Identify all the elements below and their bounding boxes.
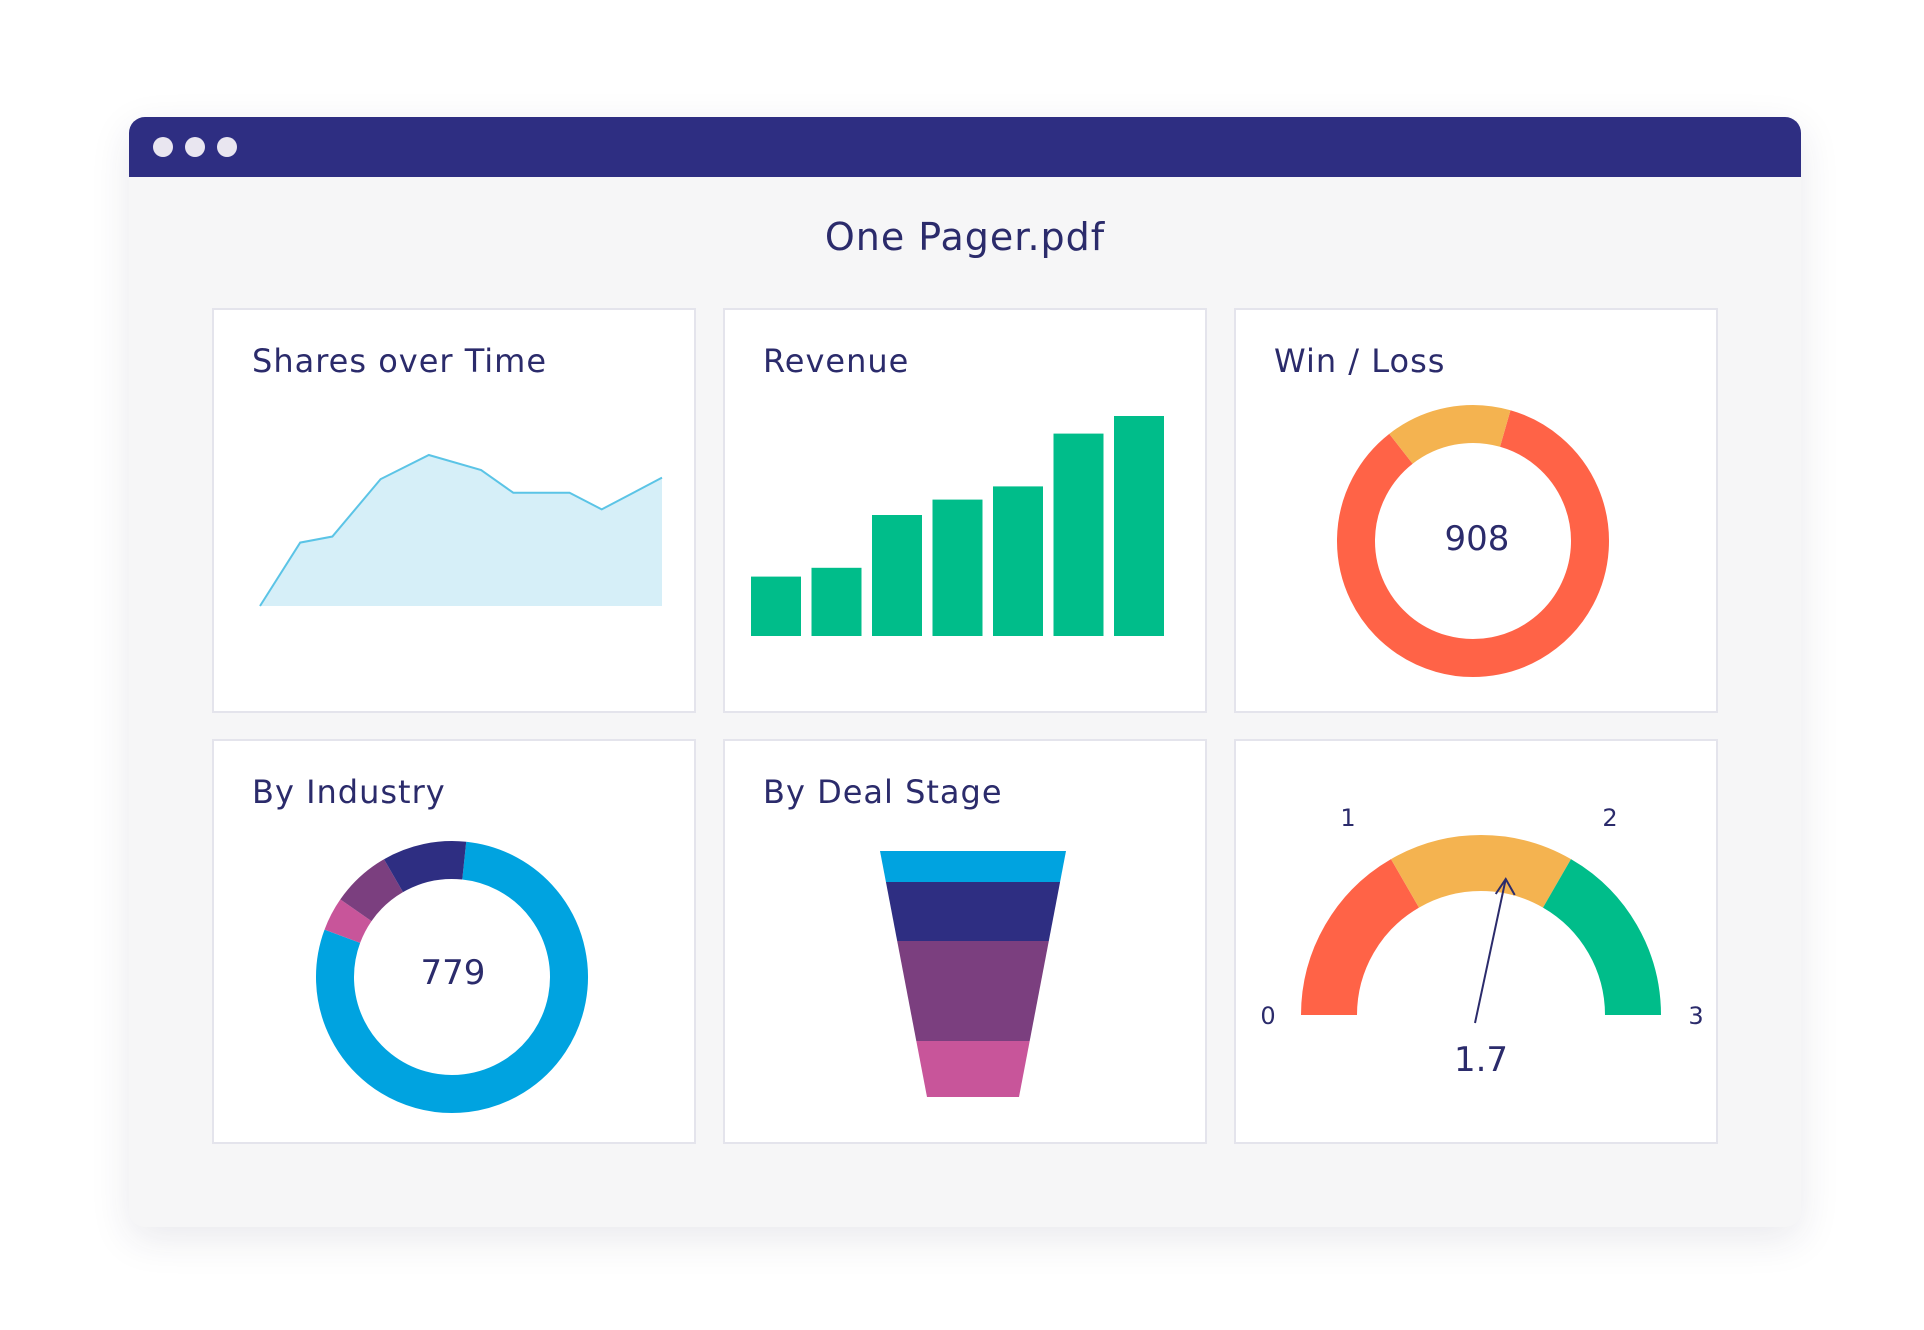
window-control-maximize[interactable] <box>217 137 237 157</box>
industry-slice <box>324 899 372 944</box>
winloss-slice <box>1337 410 1609 677</box>
shares-line <box>259 453 663 607</box>
card-by-deal-stage: By Deal Stage <box>723 739 1207 1144</box>
shares-area-chart <box>259 453 663 607</box>
card-title: Shares over Time <box>252 342 548 380</box>
window-control-close[interactable] <box>153 137 173 157</box>
gauge-needle-arrowhead <box>1494 877 1516 896</box>
card-by-industry: By Industry 779 <box>212 739 696 1144</box>
gauge-band <box>1542 859 1661 1016</box>
donut-center-value: 908 <box>1445 519 1510 559</box>
gauge-tick-label: 2 <box>1602 804 1617 832</box>
document-title: One Pager.pdf <box>824 215 1106 259</box>
revenue-bar <box>872 515 922 636</box>
industry-slice <box>340 859 404 922</box>
card-shares-over-time: Shares over Time <box>212 308 696 713</box>
revenue-bar <box>1114 416 1164 636</box>
card-title: By Deal Stage <box>763 773 1003 811</box>
revenue-bar <box>751 576 801 636</box>
revenue-bar <box>1053 433 1104 636</box>
card-gauge: 1.7 0 1 2 3 <box>1234 739 1718 1144</box>
gauge-tick-label: 0 <box>1260 1002 1275 1030</box>
deal-stage-funnel-chart <box>880 851 1066 1097</box>
gauge-band <box>1391 835 1571 908</box>
pdf-viewer-window: One Pager.pdf Shares over Time Revenue W… <box>129 117 1801 1227</box>
winloss-slice <box>1389 405 1511 465</box>
donut-center-value: 779 <box>421 953 486 993</box>
revenue-bar-chart <box>751 416 1164 636</box>
window-titlebar <box>129 117 1801 177</box>
funnel-stage <box>885 882 1061 941</box>
win-loss-donut-chart: 908 <box>1337 405 1609 677</box>
gauge-value-label: 1.7 <box>1454 1040 1508 1080</box>
gauge-tick-label: 1 <box>1340 804 1355 832</box>
card-title: Revenue <box>763 342 910 380</box>
shares-area <box>260 455 662 606</box>
card-revenue: Revenue <box>723 308 1207 713</box>
revenue-bar <box>932 499 983 636</box>
gauge-needle <box>1474 878 1507 1024</box>
revenue-bar <box>811 567 862 636</box>
funnel-stage <box>880 851 1066 882</box>
card-title: Win / Loss <box>1274 342 1446 380</box>
funnel-stage <box>897 941 1049 1041</box>
industry-slice <box>384 841 467 893</box>
gauge-chart: 1.7 0 1 2 3 <box>1260 804 1703 1080</box>
industry-donut-chart: 779 <box>316 841 588 1113</box>
gauge-band <box>1301 859 1420 1016</box>
gauge-tick-label: 3 <box>1688 1002 1703 1030</box>
revenue-bar <box>993 486 1043 636</box>
window-control-minimize[interactable] <box>185 137 205 157</box>
industry-slice <box>316 841 588 1113</box>
funnel-stage <box>916 1041 1030 1097</box>
card-win-loss: Win / Loss 908 <box>1234 308 1718 713</box>
card-title: By Industry <box>252 773 446 811</box>
